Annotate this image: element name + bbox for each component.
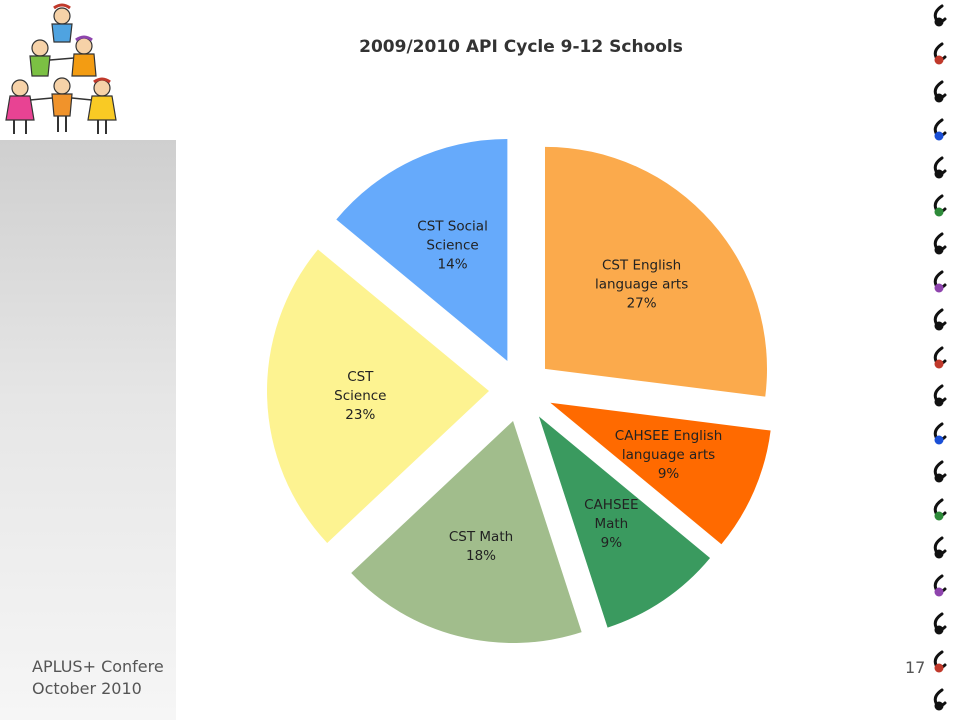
pie-slice-cst-social-science	[336, 139, 508, 362]
swirl-icon	[933, 80, 947, 103]
swirl-icon	[933, 270, 947, 293]
slice-label-line: CST	[347, 369, 374, 385]
slice-label-cst-social-science: CST Social Science 14%	[417, 219, 488, 273]
swirl-icon	[933, 194, 947, 217]
slice-percent-cst-english-language-arts: 27%	[627, 296, 657, 312]
swirl-icon	[933, 422, 947, 445]
pie-slice-cahsee-english-language-arts	[550, 402, 771, 545]
slice-label-cahsee-english-language-arts: CAHSEE English language arts 9%	[615, 428, 722, 482]
swirl-icon	[933, 650, 947, 673]
pie-slice-cst-english-language-arts	[545, 146, 768, 397]
swirl-icon	[933, 498, 947, 521]
kids-pyramid-logo	[5, 3, 117, 134]
slice-label-cst-math: CST Math 18%	[449, 529, 513, 564]
swirl-icon	[933, 4, 947, 27]
slice-percent-cahsee-english-language-arts: 9%	[658, 466, 680, 482]
swirl-icon	[933, 308, 947, 331]
pie-slice-cst-math	[351, 420, 582, 643]
pie-slice-cst-science	[267, 249, 490, 543]
swirl-icon	[933, 232, 947, 255]
chart-title: 2009/2010 API Cycle 9-12 Schools	[359, 37, 683, 57]
swirl-border-decoration	[933, 4, 947, 711]
slice-percent-cst-science: 23%	[345, 407, 375, 423]
swirl-icon	[933, 42, 947, 65]
swirl-icon	[933, 156, 947, 179]
left-gradient-panel	[0, 140, 176, 720]
slice-label-line: language arts	[595, 277, 688, 293]
pie-chart: 2009/2010 API Cycle 9-12 Schools CST Eng…	[267, 37, 771, 643]
swirl-icon	[933, 536, 947, 559]
swirl-icon	[933, 118, 947, 141]
slice-label-cahsee-math: CAHSEE Math 9%	[584, 497, 638, 551]
swirl-icon	[933, 688, 947, 711]
chart-panel: 2009/2010 API Cycle 9-12 Schools CST Eng…	[176, 0, 930, 690]
slice-label-line: CAHSEE English	[615, 428, 722, 444]
swirl-icon	[933, 384, 947, 407]
page-number: 17	[905, 658, 926, 677]
slice-label-cst-english-language-arts: CST English language arts 27%	[595, 258, 688, 312]
slice-label-line: Science	[334, 388, 386, 404]
swirl-icon	[933, 346, 947, 369]
slice-label-line: Science	[426, 238, 478, 254]
slice-percent-cst-social-science: 14%	[438, 257, 468, 273]
slice-label-line: CST Math	[449, 529, 513, 545]
slice-percent-cahsee-math: 9%	[601, 535, 623, 551]
slice-label-line: language arts	[622, 447, 715, 463]
slice-label-line: CAHSEE	[584, 497, 638, 513]
footer-conference-text: APLUS+ Confere	[32, 657, 164, 676]
slice-label-line: CST Social	[417, 219, 488, 235]
pie-labels-layer: CST English language arts 27% CAHSEE Englis…	[334, 219, 722, 565]
footer-date: October 2010	[32, 679, 142, 698]
slice-label-line: Math	[594, 516, 628, 532]
swirl-icon	[933, 460, 947, 483]
pie-slices-layer	[267, 139, 771, 643]
slice-label-cst-science: CST Science 23%	[334, 369, 386, 423]
slice-label-line: CST English	[602, 258, 681, 274]
swirl-icon	[933, 612, 947, 635]
pie-slice-cahsee-math	[538, 416, 711, 628]
swirl-icon	[933, 574, 947, 597]
footer-conference: APLUS+ Confere	[32, 657, 176, 677]
slice-percent-cst-math: 18%	[466, 548, 496, 564]
